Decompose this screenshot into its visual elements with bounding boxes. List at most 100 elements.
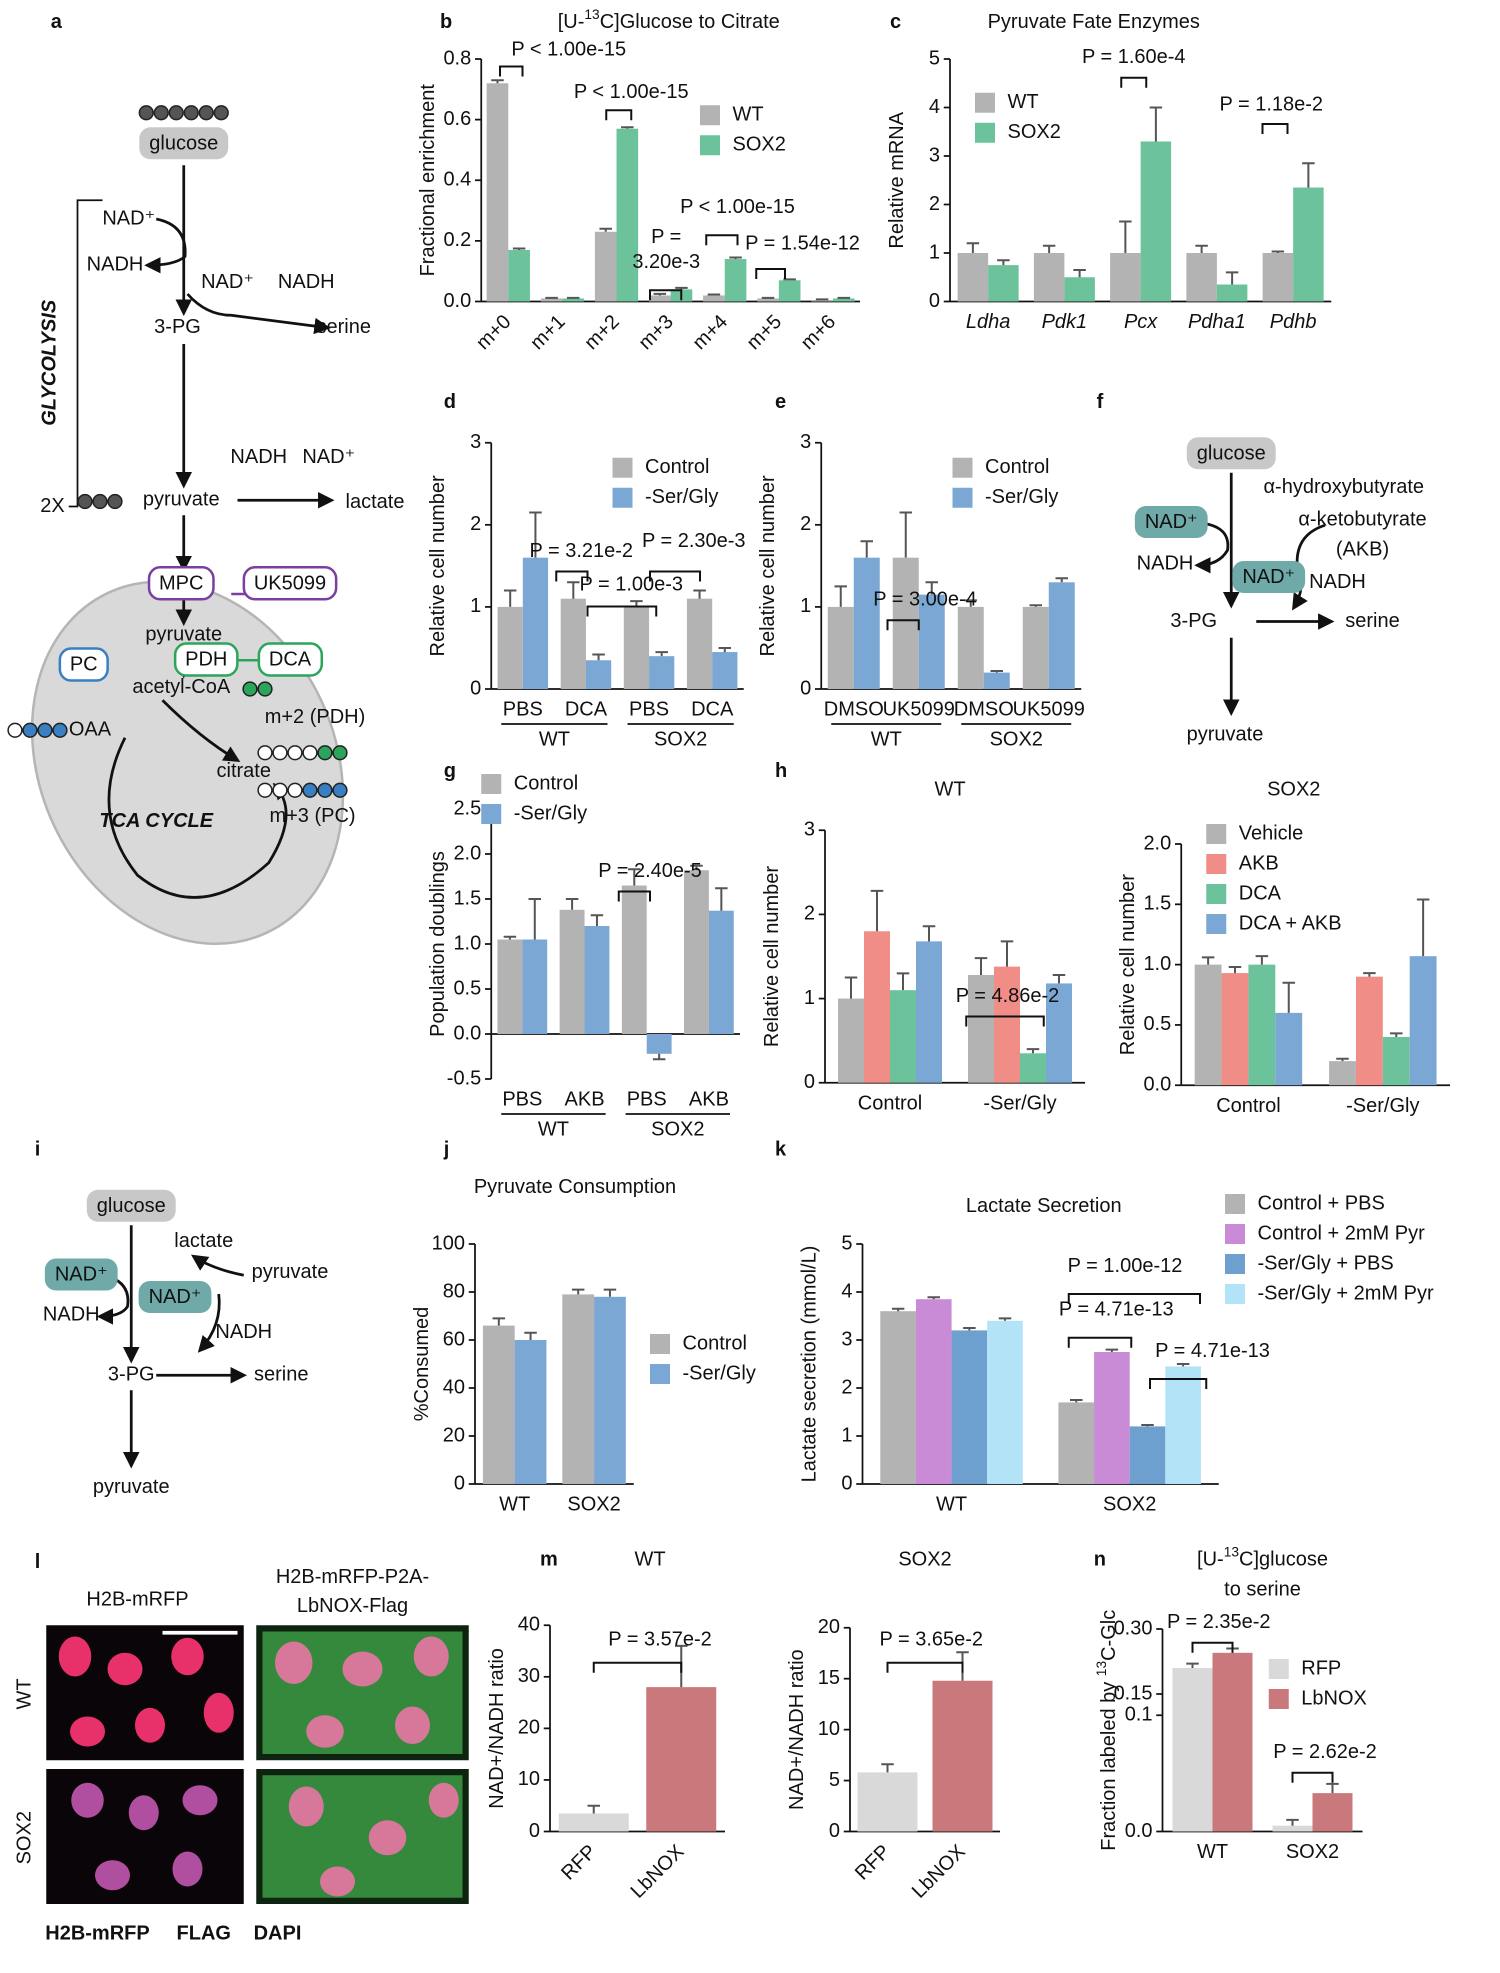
y-tick-label: 10 [818,1718,840,1740]
bar [957,606,984,689]
error-bar [966,242,980,254]
bar [522,939,548,1034]
bar [1248,964,1276,1086]
diagram-label: pyruvate [143,489,220,511]
y-tick-label: 20 [518,1717,540,1739]
significance-bracket [649,289,683,301]
carbon-dot [317,782,333,798]
error-bar [621,126,634,129]
legend-label: DCA + AKB [1239,912,1342,934]
x-tick-label: PBS [629,699,669,721]
error-bar [1029,604,1042,607]
diagram-label: SOX2 [13,1811,35,1864]
bar [562,298,585,302]
error-bar [567,581,580,599]
legend-label: WT [1008,91,1039,113]
y-tick-label: 3 [841,1328,852,1350]
bar [522,557,549,689]
significance-bracket [499,65,524,77]
x-tick-label: PBS [503,699,543,721]
error-bar [998,1317,1012,1321]
carbon-dot [92,493,108,510]
legend-label: SOX2 [1008,121,1061,143]
y-axis-label: Population doublings [427,851,449,1037]
bar [1165,1366,1201,1484]
x-tick-label: PBS [502,1089,542,1111]
p-value: P = 4.71e-13 [1155,1340,1270,1362]
carbon-dot [287,782,303,798]
diagram-label: acetyl-CoA [132,676,230,698]
legend-label: Control [985,456,1049,478]
carbon-dot [272,782,288,798]
bar [648,295,671,302]
y-axis-label: Relative cell number [761,866,783,1048]
p-value: P = 2.62e-2 [1273,1741,1377,1763]
error-bar [571,1288,585,1295]
bar [1329,1061,1356,1086]
legend-label: -Ser/Gly + 2mM Pyr [1258,1282,1434,1304]
error-bar [881,1763,894,1773]
x-tick-label: m+6 [797,311,840,354]
carbon-dot [257,681,273,697]
diagram-label: DAPI [254,1922,302,1944]
diagram-label: pyruvate [93,1476,170,1498]
p-value: P < 1.00e-15 [574,81,689,103]
y-tick-label: 2 [470,513,481,535]
legend-label: -Ser/Gly [683,1362,756,1384]
significance-bracket [555,570,589,582]
error-bar [675,286,688,290]
y-tick-label: 20 [443,1424,465,1446]
text-part: C]Glucose to Citrate [600,11,780,33]
y-axis-label: Fractional enrichment [417,84,439,277]
p-value: P = 2.40e-5 [598,860,702,882]
carbon-dot [7,722,23,738]
chart-title: [U-13C]Glucose to Citrate [558,7,780,33]
error-bar [1302,162,1315,188]
y-tick-label: 0 [929,290,940,312]
p-value: P = 4.86e-2 [956,985,1060,1007]
y-tick-label: 4 [929,96,940,118]
diagram-label: NAD⁺ [149,1286,202,1308]
diagram-label: NADH [87,254,144,276]
error-bar [491,79,504,84]
error-bar [1286,1818,1299,1826]
diagram-label: m+3 (PC) [269,805,355,827]
panel-letter: b [440,11,452,33]
error-bar [599,227,612,232]
bar [1110,253,1141,302]
error-bar [1186,1662,1199,1668]
diagram-label: MPC [159,572,203,594]
legend-swatch [650,1334,670,1354]
x-tick-label: AKB [689,1089,729,1111]
diagram-label: NADH [278,271,335,293]
bar [1046,983,1072,1083]
error-bar [1070,1399,1083,1403]
carbon-dot [22,722,38,738]
diagram-label: NAD⁺ [1145,511,1198,533]
legend-swatch [1268,1659,1289,1679]
diagram-label: NADH [1137,552,1194,574]
bar [932,1680,993,1832]
x-tick-label: Control [858,1092,922,1114]
panel-letter: f [1097,391,1104,413]
y-axis-label: Fraction labeled by 13C-Glc [1094,1610,1120,1851]
x-tick-label: -Ser/Gly [1346,1095,1419,1117]
error-bar [834,585,847,607]
error-bar [1073,268,1086,278]
legend-label: Control [683,1332,747,1354]
significance-bracket [1149,1378,1208,1389]
diagram-label: m+2 (PDH) [265,706,366,728]
x-tick-label: SOX2 [567,1494,620,1516]
bar [712,652,738,689]
x-tick-label: AKB [565,1089,605,1111]
error-bar [492,1317,506,1326]
chart-title: Pyruvate Fate Enzymes [988,11,1200,33]
error-bar [503,935,517,940]
y-tick-label: 2.0 [453,842,481,864]
y-tick-label: 40 [443,1376,465,1398]
x-tick-label: UK5099 [883,699,955,721]
group-label: SOX2 [654,729,707,751]
p-value: P < 1.00e-15 [680,196,795,218]
